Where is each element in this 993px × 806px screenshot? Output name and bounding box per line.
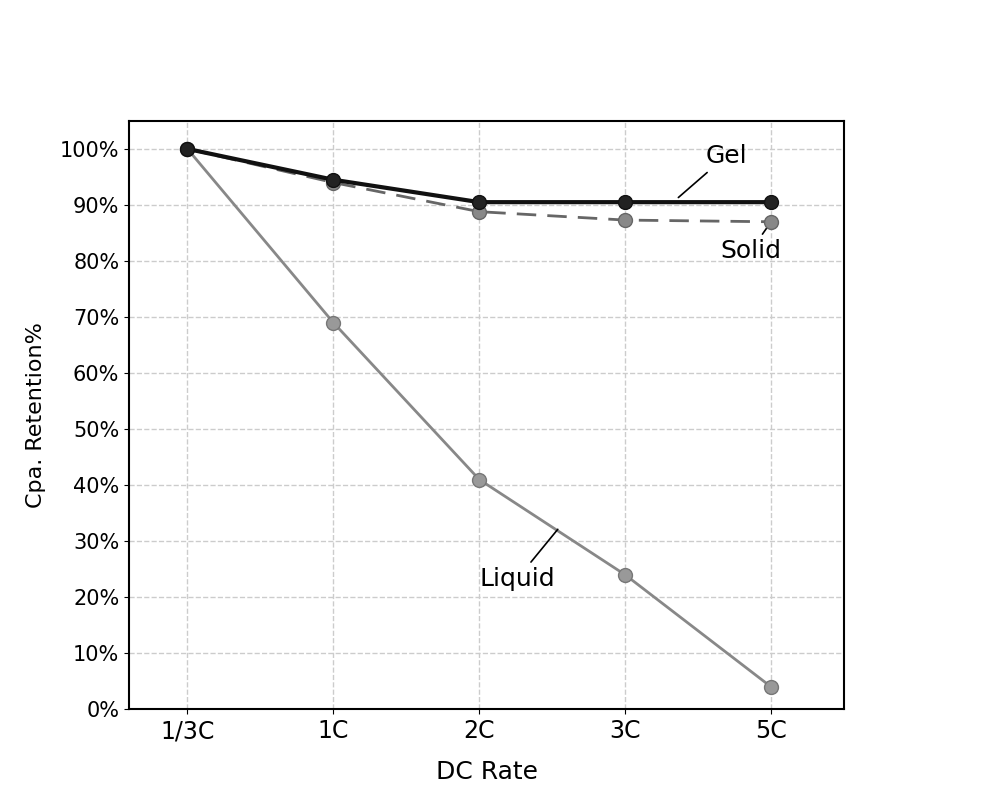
Text: Liquid: Liquid [480,530,558,591]
Text: Gel: Gel [678,144,747,197]
X-axis label: DC Rate: DC Rate [436,760,537,783]
Text: Solid: Solid [720,224,781,264]
Y-axis label: Cpa. Retention%: Cpa. Retention% [26,322,46,508]
